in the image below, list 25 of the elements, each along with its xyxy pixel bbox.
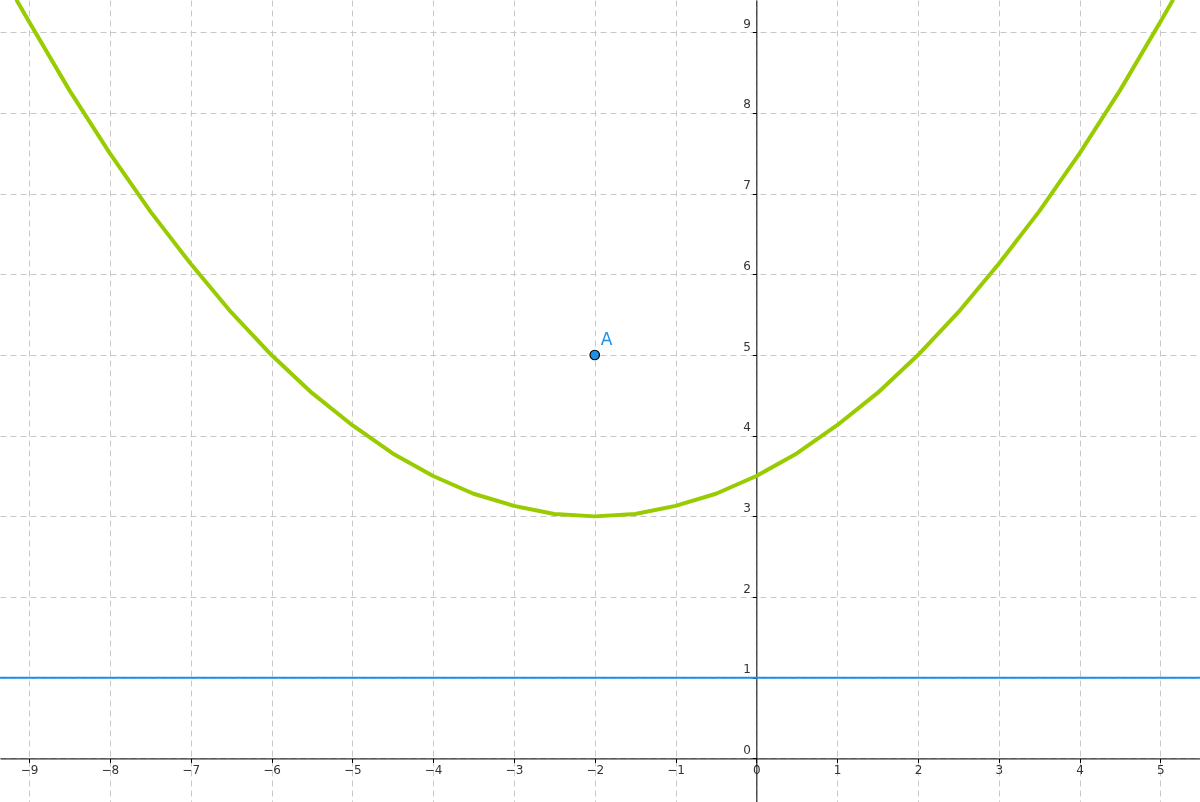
y-tick-label: 3 xyxy=(743,500,751,515)
x-tick-label: 5 xyxy=(1157,762,1165,777)
y-tick-label: 4 xyxy=(743,420,751,435)
y-tick-label: 6 xyxy=(743,258,751,273)
x-tick-label: −4 xyxy=(424,762,443,777)
x-tick-label: −8 xyxy=(101,762,120,777)
x-tick-label: −1 xyxy=(667,762,685,777)
y-tick-label: 5 xyxy=(743,339,751,354)
x-tick-label: 3 xyxy=(995,762,1004,777)
x-tick-label: 4 xyxy=(1076,762,1084,777)
x-tick-label: −5 xyxy=(343,762,362,777)
x-tick-label: 1 xyxy=(833,762,842,777)
y-tick-label: 8 xyxy=(743,97,751,112)
y-tick-label: 0 xyxy=(743,742,751,757)
x-tick-label: −7 xyxy=(182,762,201,777)
x-tick-label: −9 xyxy=(20,762,39,777)
series-label: A xyxy=(600,329,613,350)
x-tick-label: −2 xyxy=(586,762,605,777)
y-tick-label: 9 xyxy=(743,16,751,31)
y-tick-label: 2 xyxy=(743,581,751,596)
y-tick-label: 7 xyxy=(743,178,751,193)
x-tick-label: −3 xyxy=(505,762,524,777)
x-tick-label: 2 xyxy=(914,762,923,777)
x-tick-label: −6 xyxy=(263,762,281,777)
y-tick-label: 1 xyxy=(743,662,751,677)
